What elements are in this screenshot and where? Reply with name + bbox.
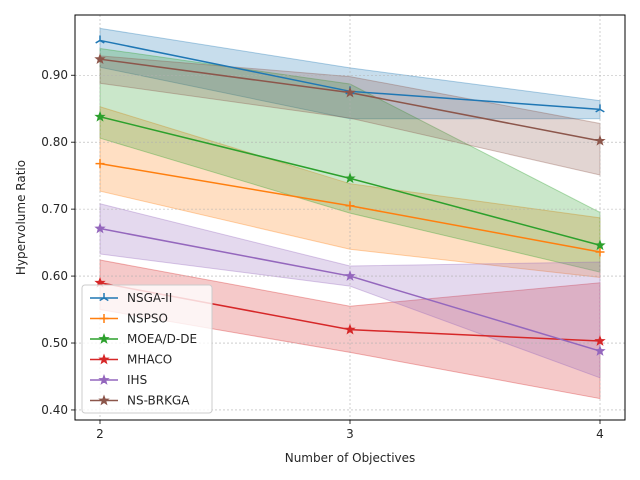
legend-label-2: MOEA/D-DE — [127, 332, 197, 346]
point-series-4-2 — [594, 345, 606, 356]
point-series-5-1 — [344, 86, 356, 98]
point-series-5-2 — [594, 134, 606, 146]
point-series-5-0 — [94, 53, 106, 65]
legend-label-3: MHACO — [127, 353, 172, 367]
legend-marker-3 — [98, 353, 110, 365]
x-axis-label: Number of Objectives — [285, 451, 416, 465]
legend-marker-1 — [99, 314, 109, 323]
band-series-4 — [99, 203, 601, 379]
legend-marker-4 — [98, 374, 110, 385]
y-axis-label: Hypervolume Ratio — [14, 160, 28, 275]
point-series-1-2 — [595, 247, 605, 257]
legend-marker-0 — [99, 293, 109, 302]
point-series-2-2 — [594, 239, 606, 251]
y-tick-label-1: 0.50 — [41, 336, 68, 350]
x-axis-ticks: 2 3 4 — [96, 420, 604, 441]
x-tick-label-2: 4 — [596, 427, 604, 441]
point-series-2-1 — [344, 172, 356, 184]
legend-marker-5 — [98, 394, 110, 406]
point-series-3-1 — [344, 323, 356, 335]
point-series-1-1 — [345, 201, 355, 211]
y-tick-label-0: 0.40 — [41, 403, 68, 417]
legend-label-5: NS-BRKGA — [127, 394, 190, 408]
legend-box — [81, 284, 213, 414]
y-tick-label-2: 0.60 — [41, 269, 68, 283]
point-series-1-0 — [95, 159, 105, 169]
point-series-3-2 — [594, 335, 606, 346]
legend-marker-2 — [98, 333, 110, 344]
legend-label-4: IHS — [127, 373, 147, 387]
legend-label-0: NSGA-II — [127, 291, 172, 305]
point-series-4-0 — [94, 222, 106, 234]
x-tick-label-1: 3 — [346, 427, 354, 441]
legend: NSGA-II NSPSO MOEA/D-DE MHACO IHS NS-BRKGA — [81, 284, 213, 414]
series-markers — [94, 35, 606, 356]
y-tick-label-3: 0.70 — [41, 202, 68, 216]
point-series-4-1 — [344, 270, 356, 281]
point-series-0-0 — [95, 35, 105, 44]
legend-label-1: NSPSO — [127, 312, 168, 326]
y-tick-label-4: 0.80 — [41, 135, 68, 149]
x-tick-label-0: 2 — [96, 427, 104, 441]
y-tick-label-5: 0.90 — [41, 68, 68, 82]
y-axis-ticks: 0.40 0.50 0.60 0.70 0.80 0.90 — [41, 68, 75, 417]
point-series-2-0 — [94, 110, 106, 122]
point-series-0-2 — [595, 104, 605, 113]
